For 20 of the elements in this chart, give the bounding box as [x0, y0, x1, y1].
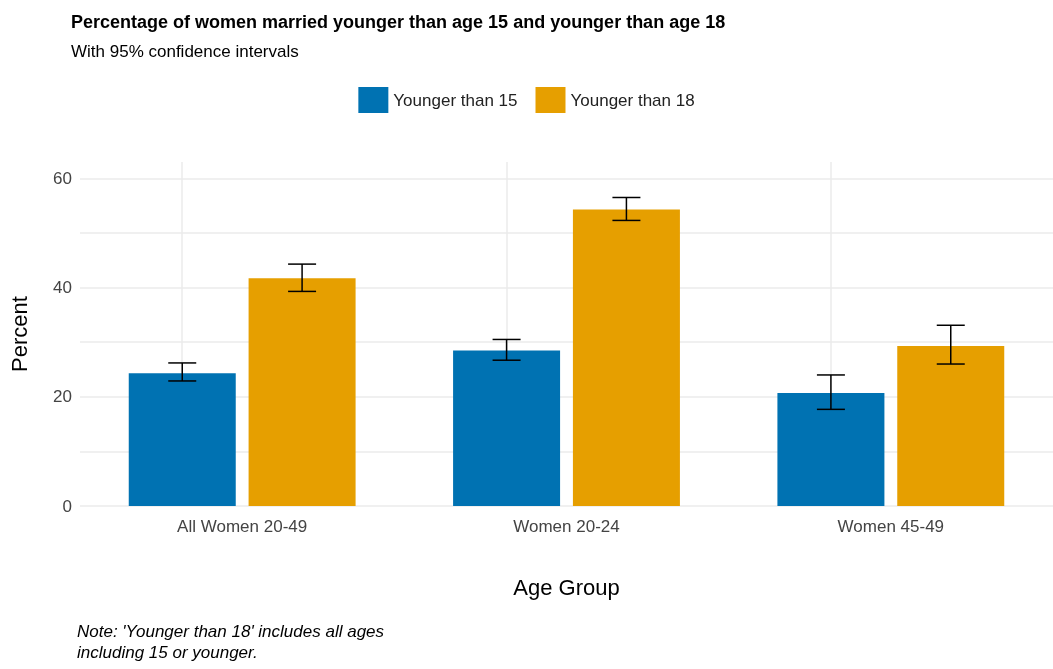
- y-tick-label: 40: [53, 278, 72, 298]
- bar: [572, 209, 680, 506]
- bar: [128, 373, 236, 506]
- x-tick-label: Women 45-49: [837, 517, 945, 536]
- text: Note: 'Younger than 18' includes all ages including 15 or younger.: [77, 622, 385, 662]
- x-tick-label: Women 20-24: [513, 517, 620, 536]
- y-tick-label: 20: [53, 387, 72, 407]
- y-tick-label: 0: [62, 496, 72, 516]
- chart-subtitle: With 95% confidence intervals: [71, 42, 299, 61]
- x-tick-label: All Women 20-49: [177, 517, 308, 536]
- chart-title: Percentage of women married younger than age 15 and younger than age 18: [71, 12, 726, 32]
- x-axis-title: Age Group: [513, 574, 620, 600]
- y-axis-title: Percent: [6, 296, 32, 372]
- bar: [897, 346, 1005, 506]
- legend-label: Younger than 18: [570, 90, 695, 110]
- bar: [453, 350, 561, 506]
- bar: [777, 392, 885, 506]
- y-tick-label: 60: [53, 168, 72, 188]
- bar: [248, 278, 356, 506]
- legend-label: Younger than 15: [393, 90, 518, 110]
